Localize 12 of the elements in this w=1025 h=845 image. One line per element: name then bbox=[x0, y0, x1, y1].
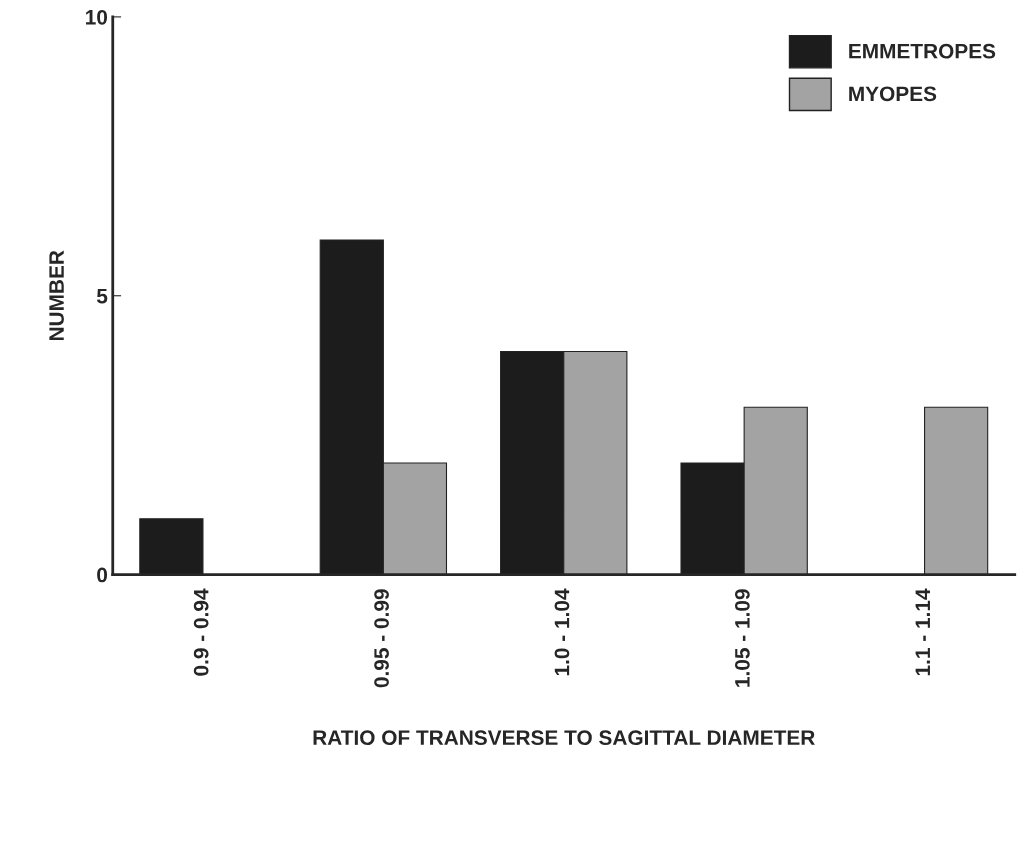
x-tick-label: 0.9 - 0.94 bbox=[193, 588, 209, 676]
legend-label: EMMETROPES bbox=[849, 43, 996, 59]
x-axis-title: RATIO OF TRANSVERSE TO SAGITTAL DIAMETER bbox=[313, 730, 815, 746]
legend-label: MYOPES bbox=[849, 86, 937, 102]
x-tick-label: 1.1 - 1.14 bbox=[915, 588, 930, 676]
y-tick-label: 0 bbox=[97, 567, 108, 583]
x-tick-label: 1.0 - 1.04 bbox=[554, 588, 570, 676]
y-tick-label: 5 bbox=[96, 288, 108, 304]
x-tick-label: 0.95 - 0.99 bbox=[374, 589, 389, 688]
x-tick-label: 1.05 - 1.09 bbox=[734, 589, 750, 687]
y-axis-title: NUMBER bbox=[49, 250, 64, 341]
y-tick-label: 10 bbox=[86, 9, 108, 25]
